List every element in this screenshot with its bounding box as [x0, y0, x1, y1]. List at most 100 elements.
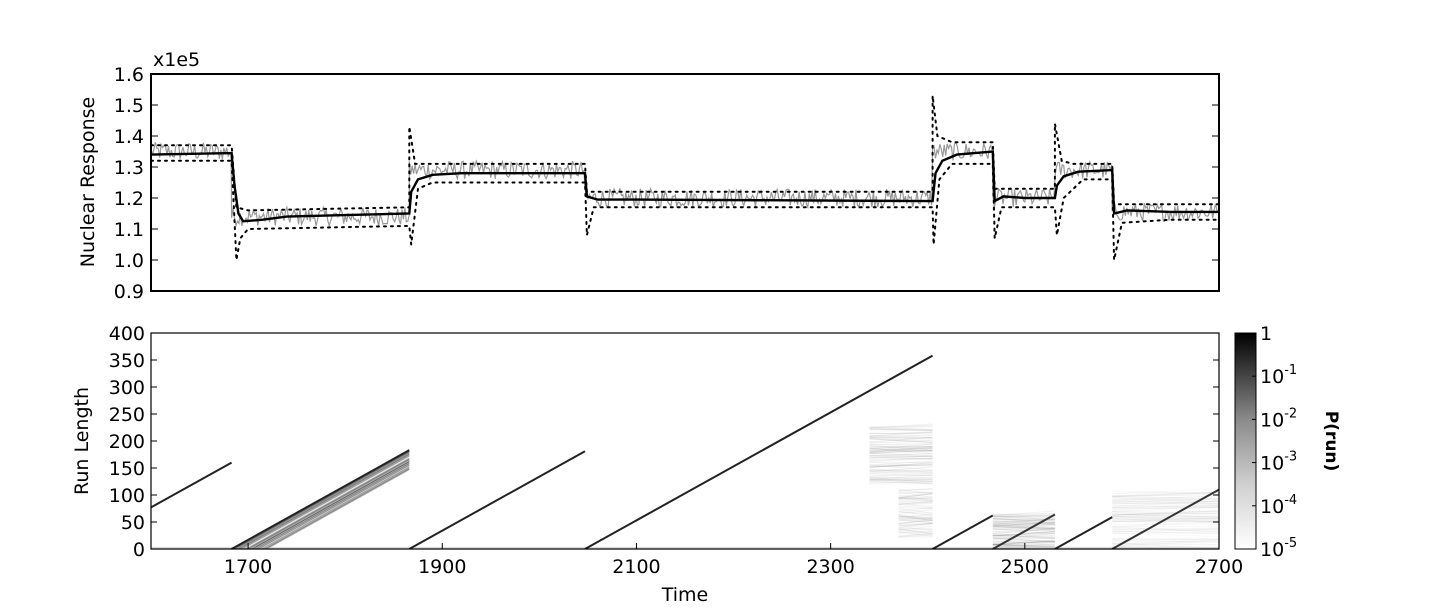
heatmap-cell-streak: [258, 465, 410, 549]
heatmap-cell-streak: [1112, 512, 1219, 518]
heatmap-cell-streak: [261, 466, 410, 549]
heatmap-cell-streak: [898, 519, 933, 524]
heatmap-cell-streak: [257, 464, 410, 549]
heatmap-cell-streak: [992, 520, 1055, 526]
heatmap-cell-streak: [1112, 530, 1219, 535]
heatmap-cell-streak: [898, 522, 933, 527]
bottom-y-tick-label: 150: [109, 458, 145, 480]
heatmap-cell-streak: [869, 448, 933, 452]
heatmap-cell-streak: [992, 532, 1055, 536]
heatmap-cell-streak: [898, 519, 933, 523]
heatmap-cell-streak: [245, 457, 410, 549]
heatmap-cell-streak: [869, 425, 933, 431]
heatmap-cell-streak: [251, 460, 410, 549]
heatmap-diffuse-region: [231, 449, 410, 549]
run-length-line: [1111, 488, 1219, 549]
heatmap-cell-streak: [992, 527, 1055, 531]
heatmap-cell-streak: [898, 508, 933, 514]
run-length-line: [992, 513, 1056, 549]
top-y-tick-label: 1.0: [114, 250, 144, 272]
heatmap-cell-streak: [249, 459, 410, 549]
heatmap-cell-streak: [869, 478, 933, 482]
heatmap-cell-streak: [898, 517, 933, 522]
heatmap-cell-streak: [266, 469, 410, 549]
heatmap-cell-streak: [992, 512, 1055, 516]
heatmap-cell-streak: [238, 453, 410, 549]
top-y-tick-label: 1.2: [114, 188, 144, 210]
heatmap-cell-streak: [992, 545, 1055, 549]
heatmap-cell-streak: [1112, 531, 1219, 535]
colorbar-tick-exponent: -3: [1284, 450, 1297, 465]
heatmap-cell-streak: [992, 534, 1055, 538]
colorbar-gradient: [1234, 332, 1257, 550]
run-length-line: [151, 461, 233, 509]
heatmap-cell-streak: [233, 450, 410, 549]
heatmap-cell-streak: [266, 469, 410, 549]
colorbar-tick-exponent: -2: [1284, 406, 1297, 421]
heatmap-cell-streak: [898, 533, 933, 537]
heatmap-cell-streak: [992, 517, 1055, 523]
colorbar-tick-label: 1: [1260, 323, 1272, 345]
heatmap-cell-streak: [898, 527, 933, 530]
colorbar-tick-label: 10-1: [1260, 363, 1297, 388]
heatmap-cell-streak: [898, 515, 933, 522]
heatmap-cell-streak: [235, 451, 410, 549]
top-y-tick-label: 1.3: [114, 157, 144, 179]
heatmap-cell-streak: [233, 451, 410, 549]
heatmap-cell-streak: [255, 463, 410, 549]
heatmap-cell-streak: [235, 452, 410, 549]
heatmap-cell-streak: [992, 537, 1055, 543]
heatmap-cell-streak: [992, 516, 1055, 520]
heatmap-cell-streak: [898, 525, 933, 532]
top-panel-nuclear-response: x1e5 0.9 1.0 1.1 1.2 1.3 1.4 1.5 1.6 Nuclear Re…: [77, 49, 1220, 303]
heatmap-cell-streak: [869, 478, 933, 481]
heatmap-cell-streak: [899, 534, 933, 535]
heatmap-cell-streak: [992, 523, 1055, 530]
heatmap-cell-streak: [1112, 526, 1219, 533]
heatmap-cell-streak: [898, 496, 933, 500]
heatmap-cell-streak: [264, 468, 410, 549]
heatmap-cell-streak: [235, 452, 410, 549]
heatmap-cell-streak: [869, 480, 933, 485]
heatmap-cell-streak: [992, 531, 1055, 537]
heatmap-cell-streak: [242, 455, 410, 549]
heatmap-cell-streak: [1112, 505, 1219, 508]
heatmap-cell-streak: [869, 474, 933, 477]
heatmap-cell-streak: [247, 458, 410, 549]
heatmap-cell-streak: [246, 458, 410, 549]
colorbar-tick-exponent: -4: [1284, 493, 1297, 508]
heatmap-cell-streak: [239, 454, 410, 549]
heatmap-cell-streak: [869, 466, 933, 473]
heatmap-cell-streak: [898, 497, 933, 500]
heatmap-cell-streak: [869, 463, 933, 468]
heatmap-cell-streak: [869, 477, 933, 484]
heatmap-cell-streak: [869, 449, 933, 454]
heatmap-cell-streak: [992, 521, 1055, 525]
heatmap-cell-streak: [992, 535, 1055, 539]
heatmap-cell-streak: [237, 453, 410, 549]
heatmap-cell-streak: [992, 528, 1055, 533]
heatmap-cell-streak: [1112, 501, 1219, 505]
heatmap-cell-streak: [1112, 511, 1219, 515]
heatmap-cell-streak: [898, 522, 933, 529]
heatmap-cell-streak: [253, 461, 410, 549]
series-upper-bound: [151, 95, 1219, 212]
heatmap-cell-streak: [255, 463, 410, 549]
heatmap-cell-streak: [992, 524, 1055, 529]
heatmap-cell-streak: [992, 533, 1055, 540]
top-y-tick-label: 1.5: [114, 95, 144, 117]
heatmap-cell-streak: [992, 528, 1055, 532]
heatmap-cell-streak: [249, 459, 410, 549]
heatmap-cell-streak: [1112, 510, 1219, 516]
heatmap-cell-streak: [992, 544, 1055, 548]
heatmap-cell-streak: [1112, 490, 1219, 495]
colorbar-tick-label: 10-2: [1260, 406, 1297, 431]
heatmap-cell-streak: [992, 522, 1055, 529]
top-y-ticks: 0.9 1.0 1.1 1.2 1.3 1.4 1.5 1.6: [114, 64, 1219, 303]
heatmap-cell-streak: [992, 525, 1055, 531]
heatmap-cell-streak: [869, 438, 933, 444]
bottom-x-axis-label: Time: [661, 584, 709, 606]
heatmap-cell-streak: [869, 450, 933, 454]
heatmap-cell-streak: [233, 451, 410, 549]
heatmap-cell-streak: [254, 462, 410, 549]
